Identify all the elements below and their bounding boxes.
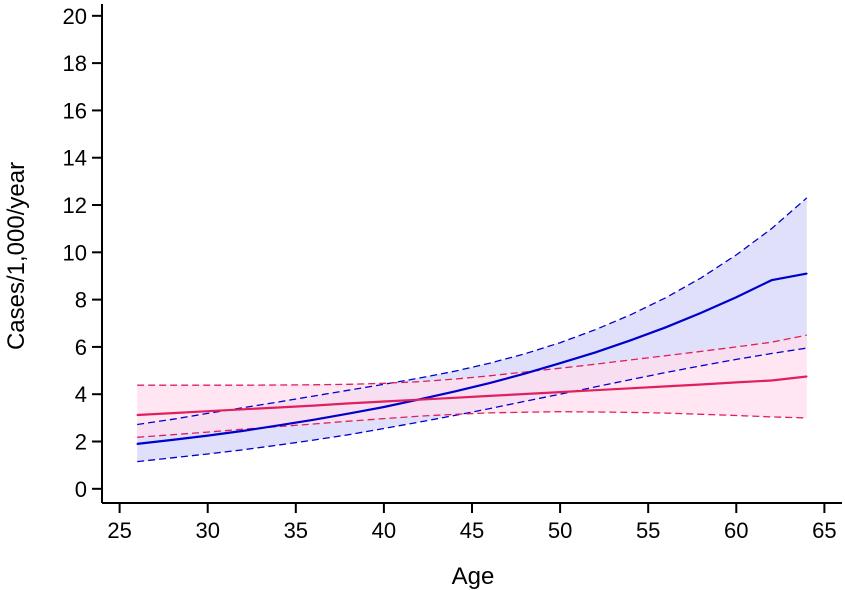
x-tick-label: 45 <box>460 518 484 543</box>
series-1-point <box>559 362 561 365</box>
series-1-point <box>206 434 209 437</box>
series-2-point <box>488 395 491 397</box>
series-1-point <box>735 296 738 299</box>
x-tick-label: 35 <box>284 518 308 543</box>
series-2-point <box>629 387 632 390</box>
series-1-point <box>665 326 667 329</box>
series-2-point <box>277 406 279 409</box>
series-1-upper-bound <box>137 197 808 426</box>
confidence-bounds <box>137 197 808 463</box>
x-tick-label: 55 <box>636 518 660 543</box>
y-tick-label: 6 <box>75 335 87 360</box>
series-1-point <box>770 279 773 282</box>
series-2-point <box>559 391 561 393</box>
y-axis-title: Cases/1,000/year <box>3 162 30 350</box>
x-tick-label: 65 <box>812 518 836 543</box>
series-1-point <box>242 430 244 432</box>
series-2-point <box>242 408 244 411</box>
series-2-point <box>770 379 773 382</box>
series-2-point <box>418 398 420 401</box>
series-1-point <box>524 372 526 375</box>
series-1-point <box>629 339 632 342</box>
series-1-point <box>383 406 385 408</box>
series-1-point <box>171 439 174 441</box>
y-tick-label: 2 <box>75 430 87 455</box>
series-1-line <box>137 272 808 445</box>
series-2-point <box>453 396 456 399</box>
y-tick-label: 20 <box>63 4 87 29</box>
series-1-point <box>700 312 702 314</box>
y-tick-label: 8 <box>75 288 87 313</box>
series-1-point <box>136 443 139 445</box>
series-2-point <box>136 414 139 416</box>
series-2-point <box>665 385 667 388</box>
x-axis-ticks: 25 30 35 40 45 50 55 60 65 <box>107 503 837 543</box>
confidence-band-2 <box>137 335 807 438</box>
y-tick-label: 12 <box>63 193 87 218</box>
y-tick-label: 0 <box>75 477 87 502</box>
series-2-point <box>347 402 350 405</box>
series-2-point <box>524 393 526 395</box>
x-tick-label: 50 <box>548 518 572 543</box>
series-1-point <box>488 382 491 384</box>
y-tick-label: 4 <box>75 382 87 407</box>
series-1-point <box>805 272 808 275</box>
series-2-point <box>206 410 209 413</box>
series-2-point <box>805 375 808 378</box>
series-1-point <box>277 424 279 427</box>
series-1-point <box>594 351 597 354</box>
series-1-point <box>312 418 315 421</box>
y-tick-label: 18 <box>63 51 87 76</box>
series-2-lower-bound <box>137 411 807 438</box>
series-1-lower-bound <box>137 347 807 463</box>
series-lines <box>136 272 808 445</box>
series-1-point <box>453 390 456 393</box>
series-2-point <box>383 400 385 403</box>
series-2-point <box>735 381 738 384</box>
series-1-point <box>347 412 350 415</box>
x-axis-title: Age <box>452 563 495 590</box>
series-2-upper-bound <box>137 334 807 386</box>
confidence-bands <box>137 197 807 462</box>
x-tick-label: 40 <box>372 518 396 543</box>
y-tick-label: 14 <box>63 146 87 171</box>
series-2-line <box>137 375 807 417</box>
y-tick-label: 16 <box>63 98 87 123</box>
series-2-point <box>171 412 174 414</box>
y-axis-ticks: 0 2 4 6 8 10 12 14 16 18 20 <box>63 4 102 502</box>
x-tick-label: 60 <box>724 518 748 543</box>
series-2-point <box>594 389 597 391</box>
series-2-point <box>312 404 315 407</box>
series-2-point <box>700 383 702 386</box>
y-tick-label: 10 <box>63 240 87 265</box>
x-tick-label: 25 <box>107 518 131 543</box>
x-tick-label: 30 <box>195 518 219 543</box>
